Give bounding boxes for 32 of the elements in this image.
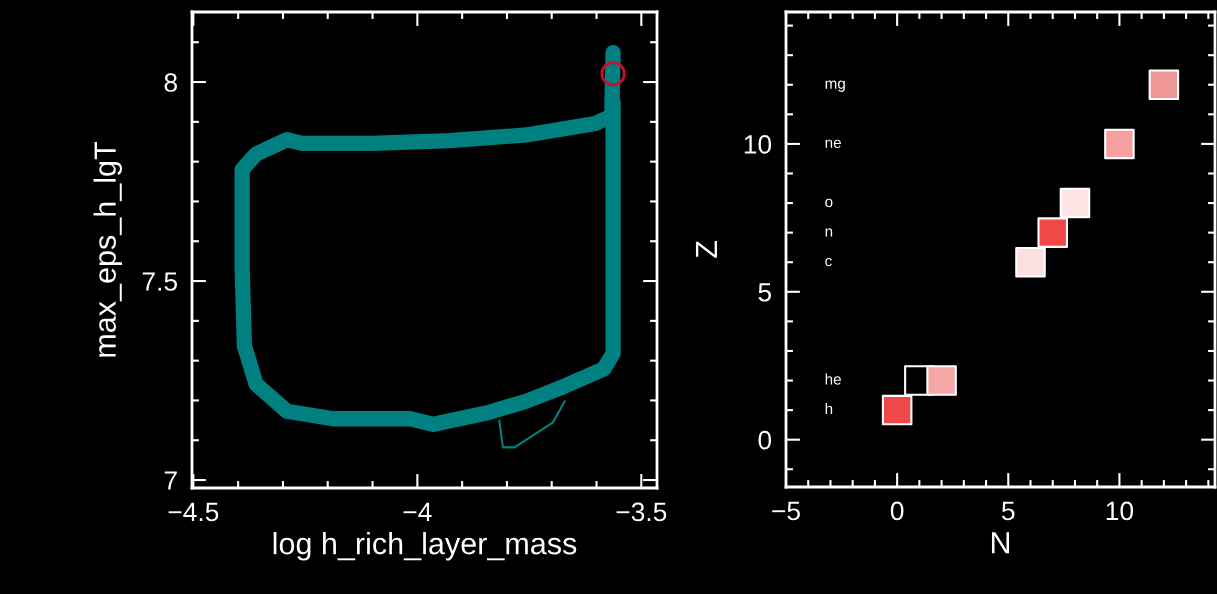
y-tick-label: 0 <box>758 430 772 450</box>
x-tick-label: 0 <box>890 501 904 521</box>
x-tick-label: −3.5 <box>616 502 667 522</box>
y-tick-label: 10 <box>744 135 772 154</box>
x-axis-title: N <box>991 532 1010 554</box>
x-tick-label: −5 <box>772 501 800 521</box>
point <box>1104 128 1135 160</box>
annotation: c <box>825 257 832 267</box>
x-tick-label: 10 <box>1106 501 1134 521</box>
y-axis-title: Z <box>695 241 717 258</box>
line-series <box>498 400 566 449</box>
point <box>881 394 913 426</box>
annotation: o <box>825 198 833 208</box>
point <box>1037 217 1069 248</box>
point <box>926 365 957 396</box>
annotation: he <box>825 373 841 385</box>
annotation: mg <box>825 80 845 92</box>
point <box>1015 246 1046 278</box>
x-tick-label: −4.5 <box>168 502 219 522</box>
y-tick-label: 8 <box>164 73 177 92</box>
y-tick-label: 7.5 <box>142 272 178 291</box>
y-axis-title: max_eps_h_lgT <box>93 141 122 357</box>
annotation: n <box>825 228 833 237</box>
x-tick-label: −4 <box>403 502 432 522</box>
point <box>1148 69 1180 101</box>
x-tick-label: 5 <box>1002 501 1015 521</box>
y-tick-label: 5 <box>758 283 772 302</box>
point <box>1059 187 1091 219</box>
y-tick-label: 7 <box>164 471 177 490</box>
annotation: ne <box>825 139 841 149</box>
x-axis-title: log h_rich_layer_mass <box>273 532 577 561</box>
annotation: h <box>825 402 833 415</box>
